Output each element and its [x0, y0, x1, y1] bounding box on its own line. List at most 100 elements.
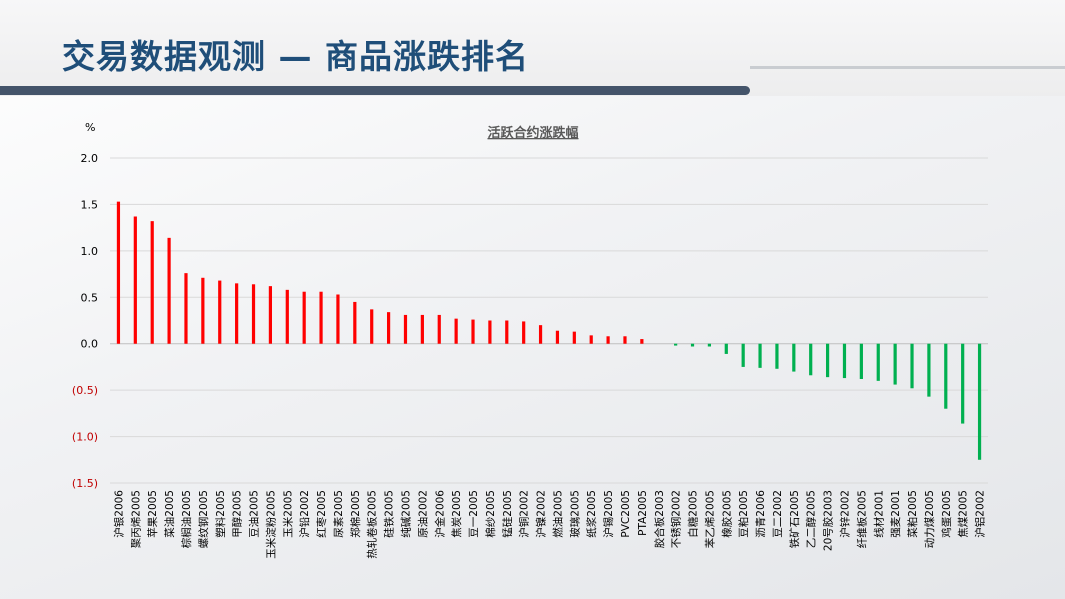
x-tick-label: 20号胶2003 [822, 490, 835, 551]
bar-chart: 2.0 1.5 1.0 0.5 0.0 (0.5) (1.0) (1.5) 沪银2006 聚丙烯… [72, 121, 988, 559]
bar [268, 286, 273, 344]
bar [251, 284, 256, 344]
bar [235, 283, 239, 344]
x-tick-label: 郑棉2005 [349, 490, 362, 538]
bar [809, 343, 813, 376]
bar [420, 314, 424, 344]
bar [640, 339, 644, 344]
x-tick-label: 铁矿石2005 [788, 490, 801, 548]
x-tick-label: 甲醇2005 [231, 490, 244, 538]
bar [285, 289, 289, 344]
bar [842, 343, 847, 379]
bar [690, 343, 695, 347]
bar [927, 343, 931, 397]
x-tick-label: 鸡蛋2005 [940, 490, 953, 538]
header: 交易数据观测 — 商品涨跌排名 [0, 0, 1065, 96]
x-axis: 沪银2006 聚丙烯2005 苹果2005 菜油2005 棕榈油2005 螺纹钢2005 塑… [112, 490, 986, 559]
x-tick-label: 白糖2005 [687, 490, 700, 538]
bar [623, 336, 627, 344]
x-tick-label: 尿素2005 [332, 490, 345, 538]
x-tick-label: 胶合板2003 [653, 490, 666, 548]
bar [944, 343, 948, 409]
y-tick-label: (1.5) [72, 477, 98, 490]
x-tick-label: 苯乙烯2005 [703, 490, 716, 548]
y-tick-label: 2.0 [81, 152, 99, 165]
y-tick-label: 0.5 [81, 291, 99, 304]
bar [522, 321, 526, 344]
x-tick-label: 塑料2005 [214, 490, 227, 538]
bar [825, 343, 830, 378]
x-tick-label: 沪镍2002 [535, 490, 548, 538]
x-tick-label: 沥青2006 [754, 490, 767, 538]
bar [876, 343, 880, 381]
x-tick-label: 不锈钢2002 [670, 490, 683, 548]
bar [674, 343, 678, 346]
y-tick-label: 0.0 [81, 338, 99, 351]
y-axis: 2.0 1.5 1.0 0.5 0.0 (0.5) (1.0) (1.5) [72, 152, 98, 490]
x-tick-label: 线材2001 [872, 490, 885, 538]
bar [538, 325, 543, 344]
bar [133, 216, 137, 344]
bar [471, 319, 475, 344]
bar [201, 277, 205, 344]
x-tick-label: 沪银2006 [112, 490, 125, 538]
x-tick-label: 豆一2005 [468, 490, 480, 538]
x-tick-label: 沪金2006 [433, 490, 446, 538]
x-tick-label: 红枣2005 [315, 490, 328, 538]
x-tick-label: PVC2005 [620, 490, 632, 538]
x-tick-label: 棕榈油2005 [180, 490, 193, 548]
x-tick-label: 强麦2001 [890, 490, 902, 538]
bars [116, 201, 982, 460]
y-axis-unit-label: % [85, 121, 95, 134]
bar [150, 221, 154, 344]
gridlines [110, 157, 988, 484]
x-tick-label: 豆粕2005 [737, 490, 750, 538]
bar [724, 343, 728, 354]
bar [370, 309, 374, 344]
title-underline-bar [0, 86, 750, 95]
bar [218, 280, 222, 344]
x-tick-label: 动力煤2005 [923, 490, 936, 548]
x-tick-label: 豆油2005 [248, 490, 261, 538]
bar [386, 312, 391, 344]
x-tick-label: PTA2005 [637, 490, 649, 536]
bar [741, 343, 745, 367]
bar [116, 201, 121, 344]
bar [437, 314, 441, 344]
bar [319, 291, 323, 344]
bar [910, 343, 914, 389]
x-tick-label: 玻璃2005 [568, 490, 581, 538]
bar [758, 343, 762, 368]
bar [977, 343, 982, 460]
x-tick-label: 螺纹钢2005 [197, 490, 210, 548]
x-tick-label: 沪铜2002 [518, 490, 531, 538]
bar [403, 314, 408, 344]
x-tick-label: 纸浆2005 [585, 490, 598, 538]
y-tick-label: (1.0) [72, 431, 98, 444]
x-tick-label: 原油2002 [416, 490, 429, 538]
y-tick-label: 1.0 [81, 245, 99, 258]
header-divider [750, 66, 1065, 69]
bar [488, 320, 492, 344]
x-tick-label: 橡胶2005 [720, 490, 733, 538]
x-tick-label: 纤维板2005 [855, 490, 868, 548]
bar [505, 320, 509, 344]
x-tick-label: 硅铁2005 [383, 490, 396, 538]
chart-title: 活跃合约涨跌幅 [487, 125, 578, 141]
x-tick-label: 玉米2005 [281, 490, 294, 538]
bar [572, 331, 576, 344]
x-tick-label: 菜粕2005 [906, 490, 919, 538]
x-tick-label: 苹果2005 [146, 490, 159, 538]
x-tick-label: 纯碱2005 [399, 490, 412, 538]
x-tick-label: 沪铝2002 [974, 490, 987, 538]
bar [167, 237, 171, 344]
y-tick-label: (0.5) [72, 384, 98, 397]
x-tick-label: 聚丙烯2005 [129, 490, 142, 548]
bar [606, 336, 610, 344]
x-tick-label: 沪锡2005 [602, 490, 615, 538]
bar [336, 294, 340, 344]
bar [184, 273, 188, 344]
page-title: 交易数据观测 — 商品涨跌排名 [62, 37, 529, 76]
bar [454, 318, 458, 344]
bar [792, 343, 796, 372]
